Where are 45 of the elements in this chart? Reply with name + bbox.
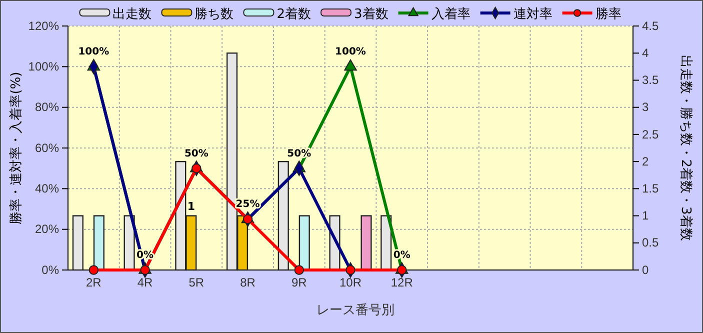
point — [344, 59, 357, 71]
y-tick-label: 0% — [42, 262, 60, 277]
point — [88, 265, 99, 275]
data-label: 1 — [187, 200, 195, 213]
y-tick-label: 40% — [34, 182, 60, 196]
y2-tick-label: 2 — [642, 154, 649, 168]
y2-tick-label: 0.5 — [642, 236, 660, 250]
point — [294, 265, 304, 275]
bar — [278, 160, 289, 271]
data-label: 50% — [184, 148, 208, 160]
y-tick-label: 120% — [28, 18, 60, 33]
legend-label: 勝ち数 — [194, 7, 234, 22]
x-tick-label: 10R — [339, 276, 362, 290]
y2-tick-label: 1.5 — [642, 182, 660, 196]
y-tick-label: 20% — [34, 222, 60, 236]
x-tick-label: 4R — [137, 276, 154, 290]
legend-label: 勝率 — [595, 6, 622, 22]
legend-label: 連対率 — [513, 6, 552, 22]
y2-tick-label: 4.5 — [642, 18, 660, 33]
x-tick-label: 5R — [188, 276, 204, 290]
data-label: 100% — [335, 46, 366, 58]
x-tick-label: 8R — [240, 276, 256, 290]
legend-label: 2着数 — [276, 6, 311, 22]
legend-label: 出走数 — [112, 7, 152, 22]
y2-tick-label: 2.5 — [642, 127, 660, 142]
y2-tick-label: 3 — [642, 100, 649, 114]
y-tick-label: 60% — [34, 140, 60, 155]
x-tick-label: 2R — [86, 276, 102, 290]
point — [242, 214, 253, 224]
point — [346, 265, 356, 275]
x-tick-label: 9R — [291, 276, 308, 290]
legend-label: 3着数 — [354, 6, 388, 22]
y2-tick-label: 0 — [642, 262, 649, 277]
y-tick-label: 100% — [28, 60, 60, 74]
y2-tick-label: 1 — [642, 208, 649, 223]
x-axis-title: レース番号別 — [316, 303, 394, 318]
legend-label: 入着率 — [431, 6, 470, 22]
y2-tick-label: 3.5 — [642, 73, 660, 88]
data-label: 100% — [78, 46, 110, 58]
y2-tick-label: 4 — [642, 46, 649, 60]
x-tick-label: 12R — [390, 276, 414, 290]
y-tick-label: 80% — [34, 100, 60, 114]
bar — [72, 215, 84, 271]
y2-axis-title: 出走数・勝ち数・2着数・3着数 — [678, 55, 694, 241]
y-axis-title: 勝率・連対率・入着率(%) — [8, 72, 24, 224]
